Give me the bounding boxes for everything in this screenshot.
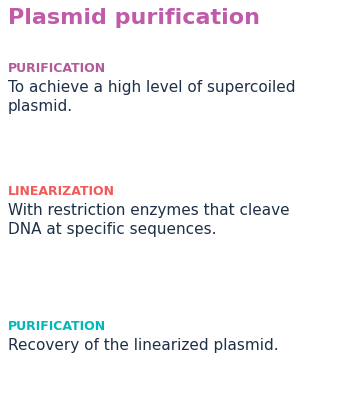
Text: PURIFICATION: PURIFICATION (8, 62, 106, 75)
Text: To achieve a high level of supercoiled
plasmid.: To achieve a high level of supercoiled p… (8, 80, 295, 113)
Text: Recovery of the linearized plasmid.: Recovery of the linearized plasmid. (8, 338, 279, 353)
Text: LINEARIZATION: LINEARIZATION (8, 185, 115, 198)
Text: With restriction enzymes that cleave
DNA at specific sequences.: With restriction enzymes that cleave DNA… (8, 203, 290, 236)
Text: PURIFICATION: PURIFICATION (8, 320, 106, 333)
Text: Plasmid purification: Plasmid purification (8, 8, 260, 28)
